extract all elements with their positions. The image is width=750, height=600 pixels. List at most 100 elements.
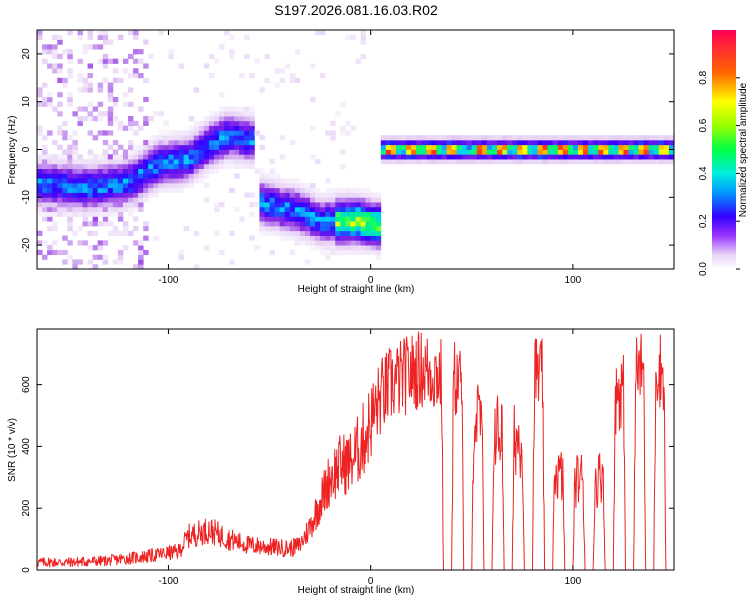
spectrogram-cell: [107, 154, 114, 160]
spectrogram-cell: [330, 192, 336, 198]
spectrogram-cell: [471, 159, 478, 165]
spectrogram-cell: [507, 154, 513, 160]
spectrogram-cell: [365, 249, 372, 256]
spectrogram-cell: [87, 230, 94, 236]
spectrogram-cell: [158, 154, 164, 160]
spectrogram-cell: [249, 139, 255, 146]
spectrogram-cell: [117, 230, 124, 236]
spectrogram-cell: [37, 30, 43, 36]
spectrogram-cell: [411, 139, 417, 146]
spectrogram-cell: [537, 159, 543, 165]
spectrogram-cell: [47, 249, 53, 256]
spectrogram-cell: [350, 225, 356, 232]
spectrogram-cell: [203, 182, 210, 189]
spectrogram-cell: [97, 202, 104, 208]
spectrogram-cell: [320, 245, 326, 251]
spectrogram-cell: [117, 159, 124, 165]
spectrogram-cell: [92, 192, 99, 198]
spectrogram-cell: [158, 111, 164, 117]
spectrogram-cell: [234, 163, 240, 170]
spectrogram-cell: [122, 225, 129, 232]
spectrogram-cell: [77, 106, 83, 112]
spectrogram-cell: [52, 249, 58, 256]
spectrogram-cell: [289, 77, 296, 83]
spectrogram-cell: [122, 173, 129, 179]
spectrogram-cell: [456, 159, 463, 165]
spectrogram-cell: [269, 221, 276, 227]
spectrogram-cell: [502, 154, 508, 160]
spectrogram-cell: [97, 211, 104, 217]
spectrogram-cell: [567, 139, 574, 146]
spectrogram-cell: [340, 187, 346, 193]
spectrogram-cell: [117, 197, 124, 203]
x-tick-label: 100: [565, 275, 582, 286]
spectrogram-cell: [572, 144, 579, 150]
spectrogram-cell: [143, 120, 149, 126]
spectrogram-cell: [259, 230, 265, 236]
spectrogram-cell: [107, 221, 114, 227]
spectrogram-cell: [537, 135, 543, 141]
spectrogram-cell: [97, 30, 104, 36]
spectrogram-cell: [168, 149, 174, 155]
spectrogram-cell: [294, 202, 301, 208]
colorbar-tick-label: 0.4: [698, 166, 709, 180]
spectrogram-cell: [668, 144, 674, 150]
spectrogram-cell: [203, 135, 210, 141]
spectrogram-cell: [274, 173, 281, 179]
spectrogram-cell: [213, 125, 220, 131]
spectrogram-cell: [57, 187, 63, 193]
spectrogram-cell: [608, 154, 614, 160]
spectrogram-cell: [633, 139, 640, 146]
spectrogram-cell: [42, 168, 48, 174]
spectrogram-cell: [350, 125, 356, 131]
spectrogram-cell: [168, 139, 174, 146]
spectrogram-cell: [219, 120, 225, 126]
spectrogram-cell: [148, 163, 154, 170]
spectrogram-cell: [198, 178, 205, 184]
spectrogram-cell: [244, 125, 250, 131]
spectrogram-cell: [365, 197, 372, 203]
spectrogram-cell: [198, 168, 205, 174]
spectrogram-cell: [92, 154, 99, 160]
spectrogram-cell: [375, 225, 382, 232]
spectrogram-cell: [47, 225, 53, 232]
spectrogram-cell: [299, 197, 306, 203]
spectrogram-cell: [355, 230, 361, 236]
spectrogram-cell: [522, 135, 528, 141]
spectrogram-cell: [532, 154, 538, 160]
spectrogram-cell: [497, 139, 503, 146]
spectrogram-cell: [360, 245, 367, 251]
spectrogram-cell: [390, 139, 397, 146]
spectrogram-cell: [486, 159, 493, 165]
spectrogram-cell: [441, 144, 447, 150]
spectrogram-cell: [213, 120, 220, 126]
spectrogram-cell: [355, 211, 361, 217]
spectrogram-cell: [497, 159, 503, 165]
spectrogram-cell: [294, 240, 301, 246]
spectrogram-cell: [315, 30, 321, 36]
spectrogram-cell: [219, 125, 225, 131]
spectrogram-cell: [87, 221, 94, 227]
spectrogram-cell: [431, 149, 437, 155]
spectrogram-cell: [92, 106, 99, 112]
spectrogram-cell: [183, 130, 190, 136]
spectrogram-cell: [168, 130, 174, 136]
spectrogram-cell: [653, 149, 660, 155]
spectrogram-cell: [72, 130, 78, 136]
spectrogram-cell: [112, 211, 119, 217]
spectrogram-cell: [325, 240, 331, 246]
spectrogram-cell: [148, 173, 154, 179]
spectrogram-cell: [269, 173, 276, 179]
spectrogram-cell: [370, 249, 377, 256]
spectrogram-cell: [234, 159, 240, 165]
spectrogram-cell: [138, 154, 144, 160]
spectrogram-cell: [239, 120, 245, 126]
spectrogram-cell: [224, 120, 230, 126]
colorbar-tick-label: 0.0: [698, 262, 709, 276]
spectrogram-cell: [82, 221, 88, 227]
spectrogram-cell: [299, 202, 306, 208]
spectrogram-cell: [193, 120, 200, 126]
spectrogram-cell: [47, 206, 53, 213]
spectrogram-cell: [82, 197, 88, 203]
spectrogram-cell: [320, 197, 326, 203]
